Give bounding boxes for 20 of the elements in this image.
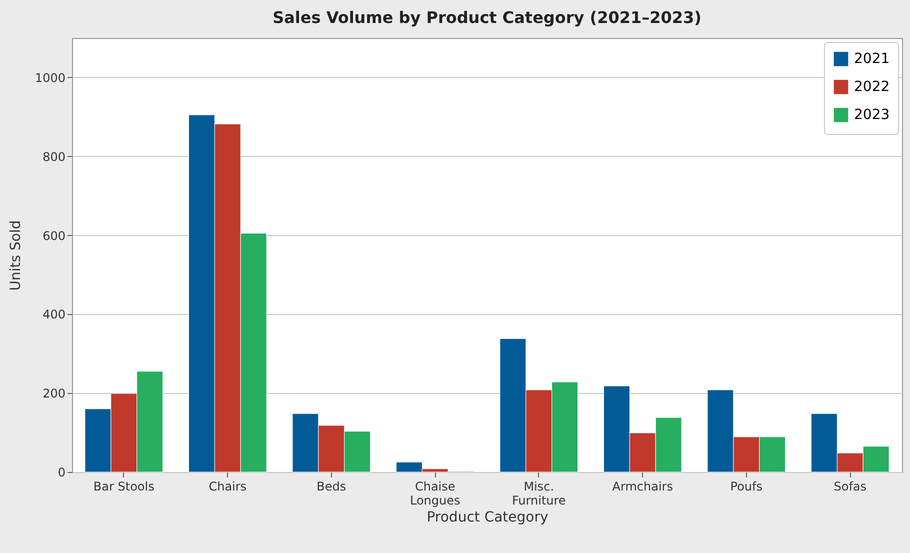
x-tick-label: Chairs bbox=[208, 480, 247, 494]
y-tick-label: 200 bbox=[42, 386, 66, 401]
x-tick-label: Misc. Furniture bbox=[512, 480, 566, 508]
y-tick-label: 400 bbox=[42, 308, 66, 322]
chart-title: Sales Volume by Product Category (2021–2023) bbox=[272, 8, 702, 27]
x-tick-label: Chaise Longues bbox=[410, 480, 460, 508]
x-axis-title: Product Category bbox=[426, 510, 548, 526]
y-tick-label: 0 bbox=[58, 466, 66, 480]
x-tick-label: Armchairs bbox=[612, 480, 673, 494]
y-axis-title: Units Sold bbox=[8, 220, 24, 291]
legend-label: 2022 bbox=[854, 79, 890, 95]
x-tick-label: Poufs bbox=[730, 480, 762, 494]
x-tick-label: Sofas bbox=[834, 480, 867, 494]
legend-label: 2021 bbox=[854, 51, 890, 67]
y-tick-label: 1000 bbox=[34, 70, 66, 85]
x-tick-label: Bar Stools bbox=[93, 480, 154, 494]
legend-label: 2023 bbox=[854, 107, 890, 123]
x-tick-label: Beds bbox=[316, 480, 346, 494]
y-tick-label: 800 bbox=[42, 150, 66, 164]
y-tick-label: 600 bbox=[42, 228, 66, 243]
